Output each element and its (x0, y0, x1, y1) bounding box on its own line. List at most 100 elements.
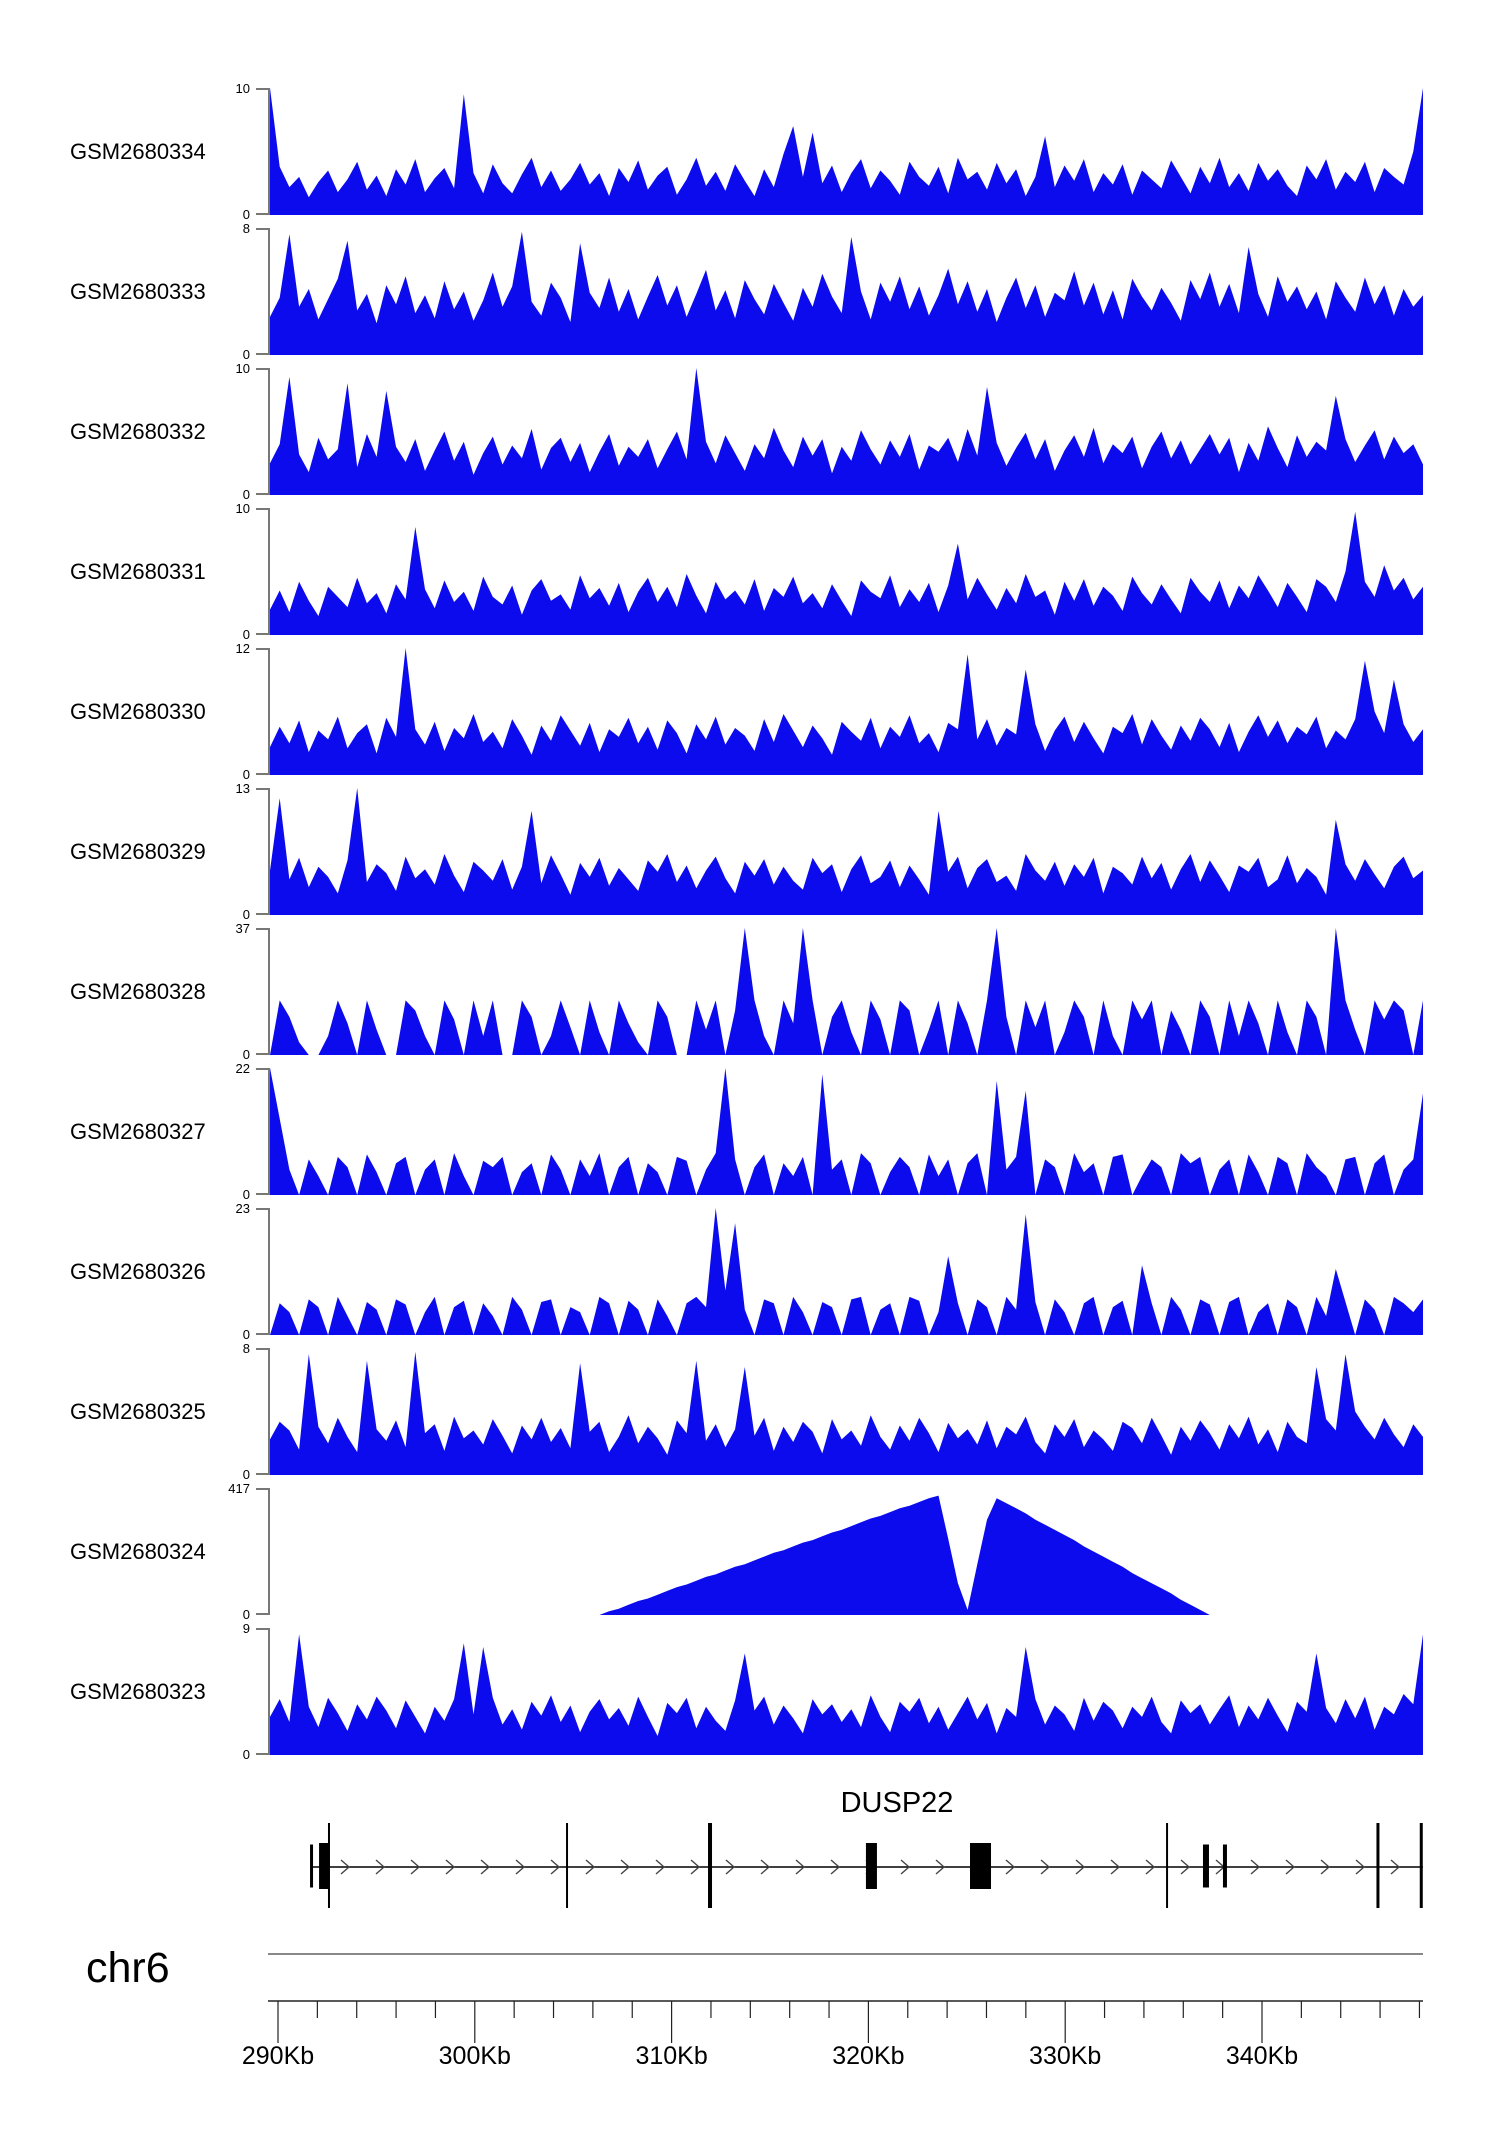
signal-polygon (270, 88, 1423, 215)
exon-bar (1222, 1844, 1227, 1888)
y-axis-zero-label: 0 (242, 1607, 250, 1622)
track-label: GSM2680325 (70, 1399, 206, 1424)
y-axis-top-tick (256, 368, 268, 370)
y-axis-bottom-tick (256, 1333, 268, 1335)
y-axis-top-tick (256, 788, 268, 790)
track-label: GSM2680333 (70, 279, 206, 304)
y-axis-top-tick (256, 88, 268, 90)
signal-area-GSM2680328 (270, 928, 1423, 1055)
y-axis-line (268, 1208, 270, 1335)
y-axis-bottom-tick (256, 213, 268, 215)
strand-arrow-icon (1145, 1859, 1156, 1875)
y-axis-zero-label: 0 (242, 1327, 250, 1342)
exon-box (970, 1843, 992, 1889)
strand-arrow-icon (620, 1859, 631, 1875)
signal-polygon (270, 1351, 1423, 1475)
strand-arrow-icon (1180, 1859, 1191, 1875)
signal-area-GSM2680326 (270, 1208, 1423, 1335)
signal-area-GSM2680325 (270, 1351, 1423, 1475)
signal-polygon (270, 1634, 1423, 1755)
y-axis-line (268, 788, 270, 915)
y-axis-bottom-tick (256, 1613, 268, 1615)
signal-area-GSM2680323 (270, 1634, 1423, 1755)
signal-area-GSM2680331 (270, 511, 1423, 635)
y-axis-line (268, 1488, 270, 1615)
exon-box (865, 1843, 877, 1889)
y-axis-bottom-tick (256, 1753, 268, 1755)
signal-area-GSM2680329 (270, 788, 1423, 915)
y-axis-max-label: 8 (242, 221, 250, 236)
y-axis-max-label: 13 (235, 781, 250, 796)
strand-arrow-icon (1005, 1859, 1016, 1875)
strand-arrow-icon (690, 1859, 701, 1875)
ruler (268, 2000, 1423, 2043)
strand-arrow-icon (585, 1859, 596, 1875)
signal-area-GSM2680324 (270, 1495, 1423, 1615)
strand-arrow-icon (830, 1859, 841, 1875)
strand-arrow-icon (550, 1859, 561, 1875)
y-axis-top-tick (256, 1068, 268, 1070)
strand-arrow-icon (795, 1859, 806, 1875)
signal-polygon (270, 1068, 1423, 1195)
y-axis-max-label: 10 (235, 361, 250, 376)
y-axis-top-tick (256, 508, 268, 510)
track-label: GSM2680326 (70, 1259, 206, 1284)
signal-area-GSM2680327 (270, 1068, 1423, 1195)
y-axis-top-tick (256, 648, 268, 650)
chromosome-label: chr6 (86, 1944, 170, 1992)
signal-polygon (270, 1495, 1423, 1615)
track-label: GSM2680330 (70, 699, 206, 724)
ruler-tick-label: 300Kb (438, 2042, 511, 2070)
signal-polygon (270, 511, 1423, 635)
signal-area-GSM2680334 (270, 88, 1423, 215)
chromosome-line (268, 1953, 1423, 1955)
ruler-tick-label: 320Kb (832, 2042, 905, 2070)
track-label: GSM2680334 (70, 139, 206, 164)
signal-polygon (270, 231, 1423, 355)
ruler-tick-label: 330Kb (1029, 2042, 1102, 2070)
y-axis-zero-label: 0 (242, 907, 250, 922)
y-axis-max-label: 23 (235, 1201, 250, 1216)
gene-model-track (310, 1823, 1423, 1908)
y-axis-bottom-tick (256, 773, 268, 775)
y-axis-top-tick (256, 1628, 268, 1630)
y-axis-bottom-tick (256, 1053, 268, 1055)
y-axis-bottom-tick (256, 913, 268, 915)
signal-polygon (270, 788, 1423, 915)
y-axis-zero-label: 0 (242, 487, 250, 502)
y-axis-bottom-tick (256, 493, 268, 495)
strand-arrow-icon (1250, 1859, 1261, 1875)
y-axis-bottom-tick (256, 353, 268, 355)
strand-arrow-icon (1040, 1859, 1051, 1875)
y-axis-top-tick (256, 228, 268, 230)
y-axis-line (268, 1628, 270, 1755)
strand-arrow-icon (760, 1859, 771, 1875)
track-label: GSM2680328 (70, 979, 206, 1004)
track-label: GSM2680327 (70, 1119, 206, 1144)
y-axis-zero-label: 0 (242, 347, 250, 362)
y-axis-max-label: 12 (235, 641, 250, 656)
y-axis-zero-label: 0 (242, 1467, 250, 1482)
y-axis-line (268, 228, 270, 355)
exon-box (319, 1843, 330, 1889)
y-axis-max-label: 10 (235, 81, 250, 96)
y-axis-max-label: 10 (235, 501, 250, 516)
y-axis-top-tick (256, 928, 268, 930)
y-axis-max-label: 8 (242, 1341, 250, 1356)
y-axis-zero-label: 0 (242, 767, 250, 782)
y-axis-zero-label: 0 (242, 1047, 250, 1062)
y-axis-line (268, 1068, 270, 1195)
y-axis-top-tick (256, 1488, 268, 1490)
strand-arrow-icon (375, 1859, 386, 1875)
y-axis-top-tick (256, 1348, 268, 1350)
y-axis-top-tick (256, 1208, 268, 1210)
signal-polygon (270, 928, 1423, 1055)
strand-arrow-icon (1075, 1859, 1086, 1875)
strand-arrow-icon (1110, 1859, 1121, 1875)
strand-arrow-icon (1390, 1859, 1401, 1875)
track-label: GSM2680331 (70, 559, 206, 584)
signal-area-GSM2680330 (270, 648, 1423, 775)
strand-arrow-icon (1285, 1859, 1296, 1875)
strand-arrow-icon (340, 1859, 351, 1875)
